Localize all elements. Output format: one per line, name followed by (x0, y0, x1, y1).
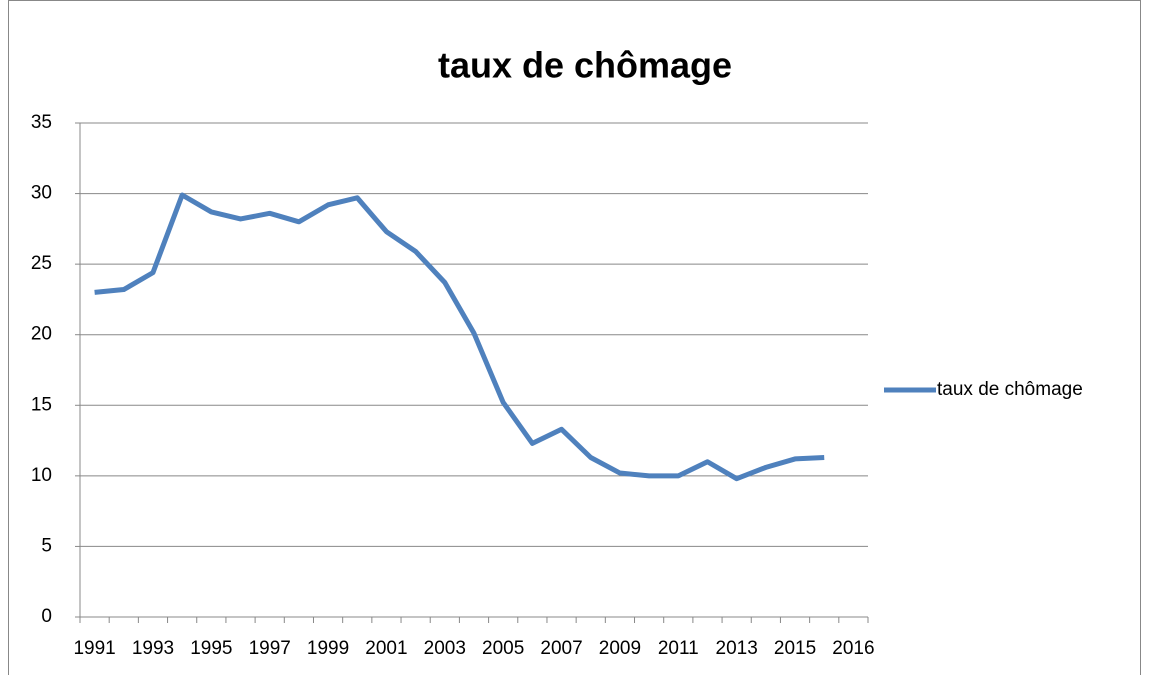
data-line (94, 192, 825, 482)
x-tick-label: 2005 (482, 638, 524, 659)
x-tick-label: 1991 (73, 638, 115, 659)
y-tick-label: 35 (31, 112, 52, 133)
x-tick-label: 1995 (190, 638, 232, 659)
x-tick-label: 2016 (832, 638, 874, 659)
x-tick-label: 1999 (307, 638, 349, 659)
y-tick-label: 30 (31, 183, 52, 204)
x-tick-label: 2003 (424, 638, 466, 659)
x-tick-label: 2001 (365, 638, 407, 659)
y-tick-label: 20 (31, 324, 52, 345)
y-tick-label: 10 (31, 465, 52, 486)
y-tick-label: 15 (31, 394, 52, 415)
chart-title: taux de chômage (438, 45, 732, 86)
x-tick-label: 2011 (658, 638, 699, 659)
y-tick-label: 0 (41, 606, 52, 627)
x-tick-label: 1993 (132, 638, 174, 659)
legend-label: taux de chômage (937, 379, 1083, 400)
x-tick-label: 2013 (716, 638, 758, 659)
y-tick-label: 25 (31, 253, 52, 274)
chart-border (8, 0, 1141, 680)
x-tick-label: 2015 (774, 638, 816, 659)
x-tick-label: 2009 (599, 638, 641, 659)
x-tick-label: 2007 (540, 638, 582, 659)
x-tick-label: 1997 (249, 638, 291, 659)
y-tick-label: 5 (41, 535, 52, 556)
